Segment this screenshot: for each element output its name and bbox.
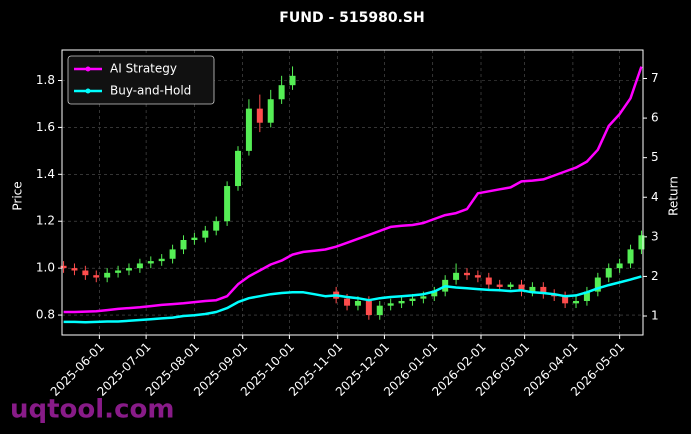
- candle-body: [191, 237, 198, 240]
- y2-tick-label: 2: [651, 269, 659, 283]
- candle-body: [278, 85, 285, 100]
- candle-body: [235, 150, 242, 187]
- return-line: [63, 275, 642, 324]
- candle-body: [518, 284, 525, 292]
- candle-body: [485, 277, 492, 285]
- candle-body: [147, 261, 154, 264]
- candle-body: [82, 270, 89, 276]
- y2-tick-label: 6: [651, 111, 659, 125]
- candle-body: [136, 263, 143, 269]
- y-axis-label: Price: [11, 181, 25, 210]
- candle-body: [583, 291, 590, 301]
- return-line: [63, 66, 643, 314]
- legend-marker: [85, 66, 91, 72]
- y2-axis-label: Return: [667, 176, 681, 216]
- y2-tick-label: 1: [651, 309, 659, 323]
- candle-body: [540, 286, 547, 294]
- candle-body: [93, 275, 100, 278]
- candle-body: [594, 277, 601, 292]
- candle-body: [605, 268, 612, 278]
- legend-label: AI Strategy: [110, 62, 177, 76]
- candle-body: [496, 284, 503, 287]
- candle-body: [627, 249, 634, 264]
- candle-body: [256, 108, 263, 123]
- y2-tick-label: 7: [651, 71, 659, 85]
- candle-body: [638, 235, 645, 250]
- candle-body: [573, 300, 580, 304]
- candle-body: [398, 300, 405, 304]
- candle-body: [474, 275, 481, 278]
- candle-body: [60, 265, 67, 269]
- y2-tick-label: 5: [651, 150, 659, 164]
- candle-body: [224, 186, 231, 222]
- y2-tick-label: 3: [651, 229, 659, 243]
- candle-body: [71, 268, 78, 271]
- candle-body: [463, 272, 470, 276]
- candle-body: [453, 272, 460, 280]
- plot-frame: [61, 49, 644, 336]
- y-tick-label: 1.0: [36, 261, 55, 275]
- candle-body: [616, 263, 623, 269]
- y2-tick-label: 4: [651, 190, 659, 204]
- legend-marker: [85, 88, 91, 94]
- y-tick-label: 1.2: [36, 214, 55, 228]
- y-tick-label: 1.4: [36, 167, 55, 181]
- y-tick-label: 0.8: [36, 308, 55, 322]
- candle-body: [289, 75, 296, 86]
- watermark: uqtool.com: [10, 395, 174, 425]
- candle-body: [267, 99, 274, 123]
- candle-body: [115, 270, 122, 273]
- legend-box: [67, 55, 215, 105]
- candle-body: [104, 272, 111, 278]
- candle-body: [387, 303, 394, 306]
- chart-title: FUND - 515980.SH: [279, 10, 424, 26]
- candle-body: [180, 240, 187, 250]
- candle-body: [365, 300, 372, 316]
- candle-body: [529, 286, 536, 292]
- candle-body: [202, 230, 209, 238]
- candle-body: [431, 291, 438, 297]
- y-tick-label: 1.6: [36, 120, 55, 134]
- candle-body: [562, 296, 569, 304]
- candle-body: [409, 298, 416, 301]
- candle-body: [354, 300, 361, 306]
- y-tick-label: 1.8: [36, 73, 55, 87]
- candle-body: [507, 284, 514, 287]
- candle-body: [125, 268, 132, 271]
- candle-body: [420, 296, 427, 299]
- candle-body: [245, 108, 252, 151]
- candle-body: [169, 249, 176, 259]
- candle-body: [344, 298, 351, 306]
- candle-body: [376, 305, 383, 316]
- candle-body: [213, 221, 220, 231]
- legend-label: Buy-and-Hold: [110, 84, 191, 98]
- candle-body: [158, 258, 165, 262]
